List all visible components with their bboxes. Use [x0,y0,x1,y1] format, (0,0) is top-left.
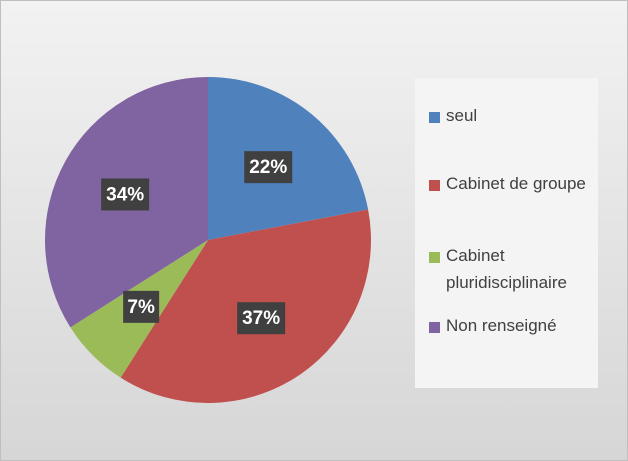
data-label: 7% [127,297,155,318]
legend-label: Cabinet de groupe [446,174,586,193]
data-label-box [123,290,160,323]
legend-item: Cabinet pluridisciplinaire [429,246,586,296]
legend-label: Cabinet pluridisciplinaire [446,246,567,292]
legend: seul Cabinet de groupe Cabinet pluridiscip… [415,78,598,388]
legend-item: Cabinet de groupe [429,174,586,197]
legend-swatch [429,322,440,333]
legend-swatch [429,252,440,263]
data-label-box [101,178,150,211]
data-label: 22% [249,157,287,178]
legend-item: seul [429,106,586,129]
legend-label: Non renseigné [446,316,557,335]
data-label-box [237,302,286,335]
legend-label: seul [446,106,478,125]
legend-swatch [429,112,440,123]
data-label: 34% [106,184,144,205]
legend-item: Non renseigné [429,316,586,339]
data-label-box [244,151,293,184]
data-label: 37% [242,308,280,329]
legend-swatch [429,180,440,191]
